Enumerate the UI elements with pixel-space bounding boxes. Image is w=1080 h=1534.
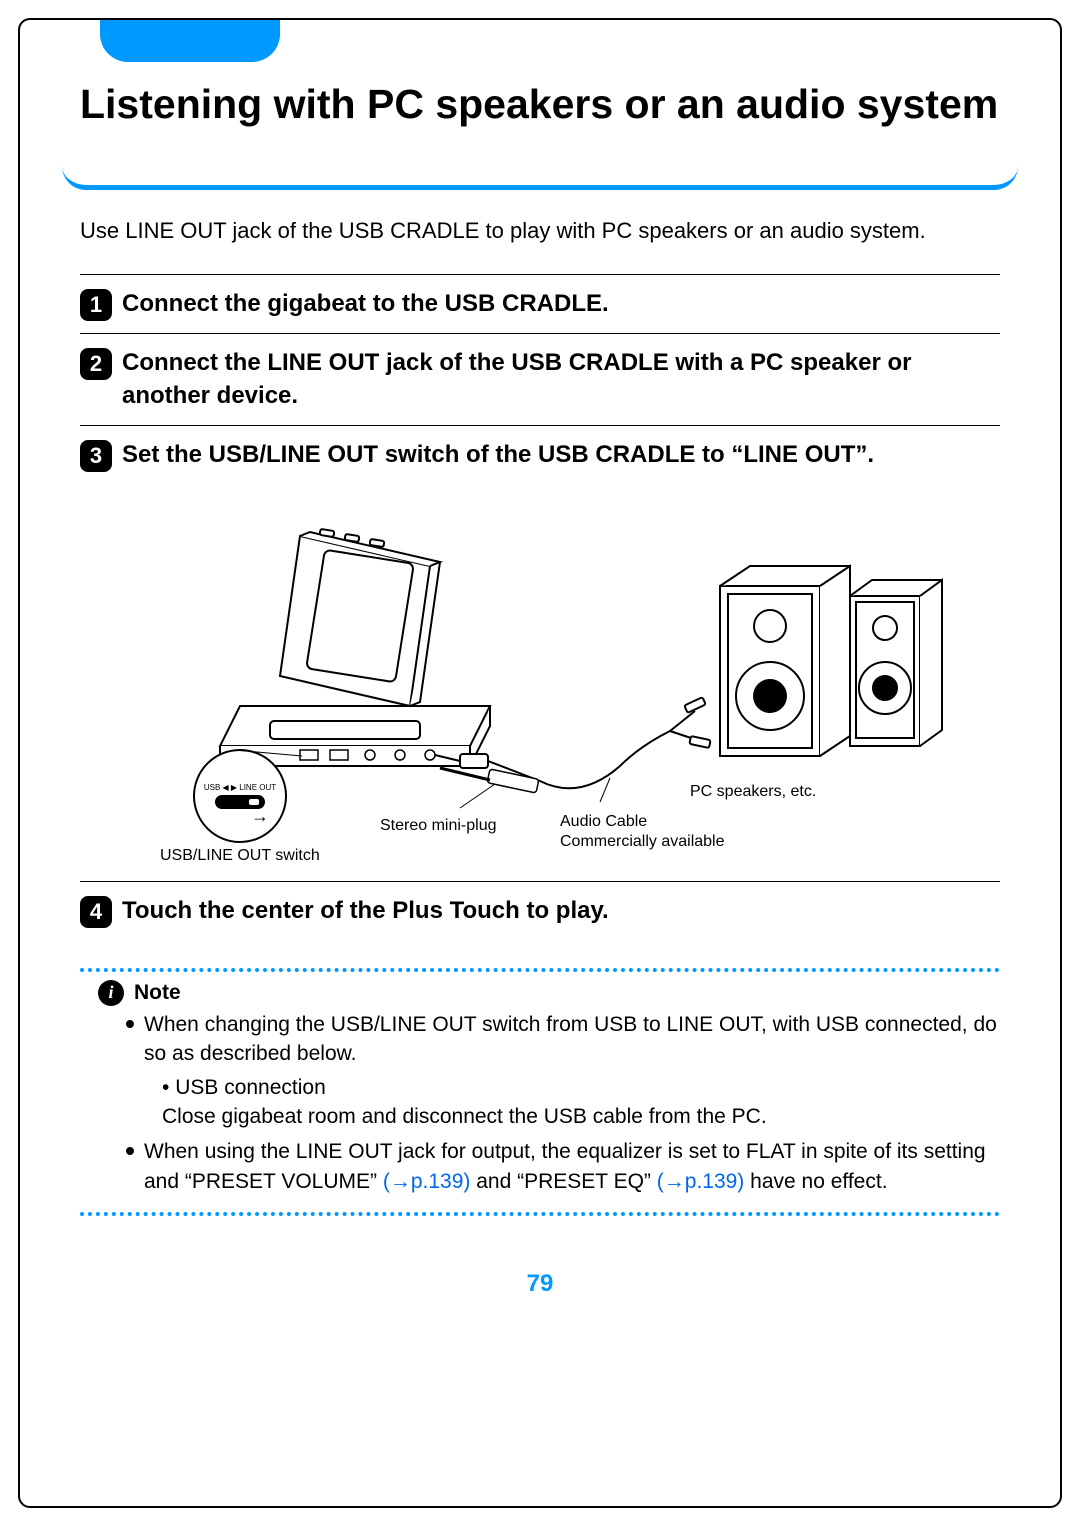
step-2: 2 Connect the LINE OUT jack of the USB C… [80, 333, 1000, 425]
note-text: have no effect. [744, 1170, 887, 1193]
note-text: and “PRESET EQ” [470, 1170, 656, 1193]
page-content: Use LINE OUT jack of the USB CRADLE to p… [20, 160, 1060, 1240]
step-text: Set the USB/LINE OUT switch of the USB C… [122, 438, 874, 472]
note-subitem: USB connection Close gigabeat room and d… [162, 1073, 1000, 1132]
header-tab-decor [100, 20, 280, 62]
step-4: 4 Touch the center of the Plus Touch to … [80, 881, 1000, 940]
note-sublist: USB connection Close gigabeat room and d… [144, 1073, 1000, 1132]
page-number: 79 [20, 1240, 1060, 1320]
step-text: Touch the center of the Plus Touch to pl… [122, 894, 609, 928]
step-text: Connect the gigabeat to the USB CRADLE. [122, 287, 609, 321]
note-list: When changing the USB/LINE OUT switch fr… [80, 1010, 1000, 1196]
page-header: Listening with PC speakers or an audio s… [20, 20, 1060, 160]
svg-text:→: → [251, 806, 269, 826]
note-item: When changing the USB/LINE OUT switch fr… [126, 1010, 1000, 1132]
step-badge: 3 [80, 440, 112, 472]
note-block: i Note When changing the USB/LINE OUT sw… [80, 950, 1000, 1240]
diagram-svg: USB ◀ ▶ LINE OUT → USB/LINE OUT switch [130, 496, 950, 876]
connection-diagram: USB ◀ ▶ LINE OUT → USB/LINE OUT switch [80, 484, 1000, 881]
step-badge: 4 [80, 896, 112, 928]
note-divider-bottom [80, 1212, 1000, 1216]
speaker-caption: PC speakers, etc. [690, 783, 816, 800]
step-1: 1 Connect the gigabeat to the USB CRADLE… [80, 274, 1000, 333]
note-text: When changing the USB/LINE OUT switch fr… [144, 1013, 997, 1065]
manual-page: Listening with PC speakers or an audio s… [18, 18, 1062, 1508]
plug-caption: Stereo mini-plug [380, 817, 497, 834]
note-item: When using the LINE OUT jack for output,… [126, 1137, 1000, 1196]
step-badge: 2 [80, 348, 112, 380]
step-badge: 1 [80, 289, 112, 321]
step-text: Connect the LINE OUT jack of the USB CRA… [122, 346, 1000, 413]
intro-text: Use LINE OUT jack of the USB CRADLE to p… [80, 216, 1000, 246]
cable-caption-2: Commercially available [560, 833, 725, 850]
info-icon: i [98, 980, 124, 1006]
switch-caption: USB/LINE OUT switch [160, 847, 320, 864]
sub-head: USB connection [175, 1076, 326, 1099]
page-ref-link[interactable]: (→p.139) [657, 1170, 745, 1193]
step-3: 3 Set the USB/LINE OUT switch of the USB… [80, 425, 1000, 484]
sub-body: Close gigabeat room and disconnect the U… [162, 1105, 767, 1128]
switch-detail-label: USB ◀ ▶ LINE OUT [204, 783, 276, 792]
note-label: Note [134, 981, 181, 1005]
page-title: Listening with PC speakers or an audio s… [80, 80, 1000, 128]
cable-caption-1: Audio Cable [560, 813, 647, 830]
page-ref-link[interactable]: (→p.139) [383, 1170, 471, 1193]
note-header: i Note [80, 972, 1000, 1010]
